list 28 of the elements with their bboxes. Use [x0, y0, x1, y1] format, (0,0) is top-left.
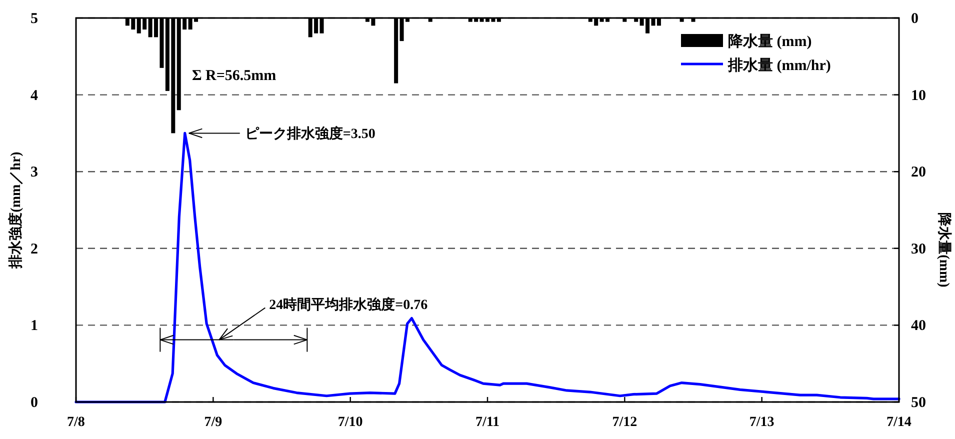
y-tick-label: 2	[30, 241, 38, 258]
y-tick-label: 1	[30, 318, 38, 334]
x-tick-label: 7/11	[475, 415, 500, 430]
x-tick-label: 7/9	[204, 415, 222, 430]
legend-label: 降水量 (mm)	[728, 33, 812, 50]
x-tick-label: 7/12	[612, 415, 638, 430]
x-tick-label: 7/14	[886, 415, 912, 430]
y-tick-label: 3	[30, 164, 38, 181]
arrow-annotation: 24時間平均排水強度=0.76	[218, 298, 428, 340]
legend-label: 排水量 (mm/hr)	[727, 57, 831, 74]
y2-tick-label: 0	[911, 11, 918, 27]
y2-tick-label: 20	[911, 164, 926, 181]
y-axis-title: 排水強度(mm／hr)	[7, 151, 24, 270]
y-tick-label: 4	[30, 88, 38, 104]
annotation: 24時間平均排水強度=0.76	[269, 296, 428, 313]
y2-axis-title: 降水量(mm)	[936, 212, 952, 288]
annotation: Σ R=56.5mm	[192, 68, 277, 84]
y-tick-label: 0	[30, 395, 38, 411]
y-tick-label: 5	[30, 11, 38, 27]
annotation: ピーク排水強度=3.50	[244, 125, 376, 142]
x-tick-label: 7/10	[338, 415, 363, 430]
y2-tick-label: 50	[911, 395, 926, 411]
y2-tick-label: 40	[911, 318, 926, 334]
y2-tick-label: 30	[911, 241, 926, 258]
x-tick-label: 7/13	[749, 415, 774, 430]
x-tick-label: 7/8	[67, 415, 85, 430]
y2-tick-label: 10	[911, 88, 926, 104]
arrow-annotation: ピーク排水強度=3.50	[188, 127, 376, 142]
